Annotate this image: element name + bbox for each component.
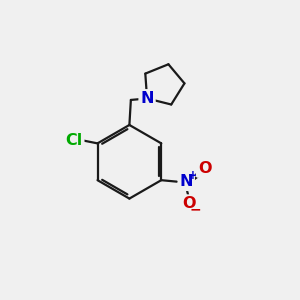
Text: N: N (140, 91, 154, 106)
Text: −: − (189, 202, 201, 217)
Text: N: N (179, 174, 193, 189)
Text: O: O (182, 196, 195, 211)
Text: +: + (188, 169, 198, 182)
Text: Cl: Cl (65, 133, 83, 148)
Text: O: O (198, 161, 211, 176)
